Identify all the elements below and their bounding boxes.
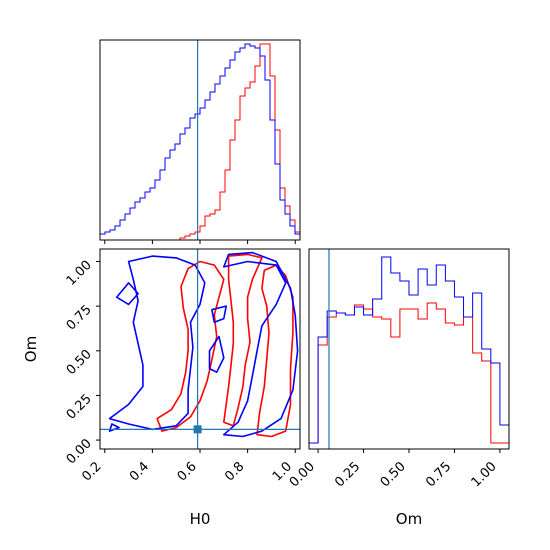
om-hist-x-tick-label: 0.50 bbox=[378, 459, 409, 490]
om-histogram-ticks: 0.00 0.25 0.50 0.75 1.00 bbox=[287, 449, 501, 490]
red-contour-line bbox=[156, 260, 225, 432]
blue-contour-line bbox=[211, 305, 227, 323]
blue-histogram-steps bbox=[100, 43, 300, 235]
h0-histogram-frame bbox=[99, 39, 301, 241]
contour-x-tick-label: 0.2 bbox=[79, 459, 104, 484]
y-axis-label-om: Om bbox=[22, 336, 40, 362]
contour-ticks: 0.2 0.4 0.6 0.8 1.00.000.250.500.751.00 bbox=[64, 258, 296, 484]
om-histogram-frame bbox=[308, 248, 510, 450]
om-hist-x-tick-label: 0.25 bbox=[332, 459, 363, 490]
blue-histogram-steps bbox=[309, 256, 509, 444]
blue-contour-line bbox=[108, 255, 206, 431]
truth-point-marker bbox=[193, 425, 202, 434]
h0-om-contour-panel: 0.2 0.4 0.6 0.8 1.00.000.250.500.751.00 H0 O… bbox=[22, 248, 301, 528]
x-axis-label-om: Om bbox=[396, 510, 422, 528]
om-hist-x-tick-label: 1.00 bbox=[469, 459, 500, 490]
h0-histogram-panel bbox=[99, 39, 301, 244]
contour-y-tick-label: 0.50 bbox=[64, 347, 95, 378]
h0-histogram-ticks bbox=[104, 240, 296, 244]
h0-histogram-series bbox=[100, 43, 300, 241]
red-histogram-steps bbox=[309, 302, 509, 444]
blue-contour-line bbox=[223, 251, 299, 438]
blue-contour-line bbox=[208, 335, 225, 373]
contour-frame bbox=[99, 248, 301, 450]
blue-contour-line bbox=[115, 282, 139, 306]
om-histogram-series bbox=[309, 256, 509, 444]
contour-y-tick-label: 1.00 bbox=[64, 258, 95, 289]
om-hist-x-tick-label: 0.75 bbox=[423, 459, 454, 490]
red-contour-line bbox=[256, 264, 294, 438]
contour-y-tick-label: 0.25 bbox=[64, 392, 95, 423]
contour-series bbox=[108, 251, 299, 438]
contour-truth-lines bbox=[100, 249, 300, 449]
contour-x-tick-label: 0.6 bbox=[175, 459, 200, 484]
red-contour-line bbox=[223, 253, 263, 427]
contour-y-tick-label: 0.75 bbox=[64, 302, 95, 333]
om-hist-x-tick-label: 0.00 bbox=[287, 459, 318, 490]
contour-x-tick-label: 0.4 bbox=[127, 459, 152, 484]
om-histogram-panel: 0.00 0.25 0.50 0.75 1.00 Om bbox=[287, 248, 510, 528]
blue-contour-line bbox=[108, 423, 120, 432]
x-axis-label-h0: H0 bbox=[190, 510, 211, 528]
contour-x-tick-label: 0.8 bbox=[222, 459, 247, 484]
